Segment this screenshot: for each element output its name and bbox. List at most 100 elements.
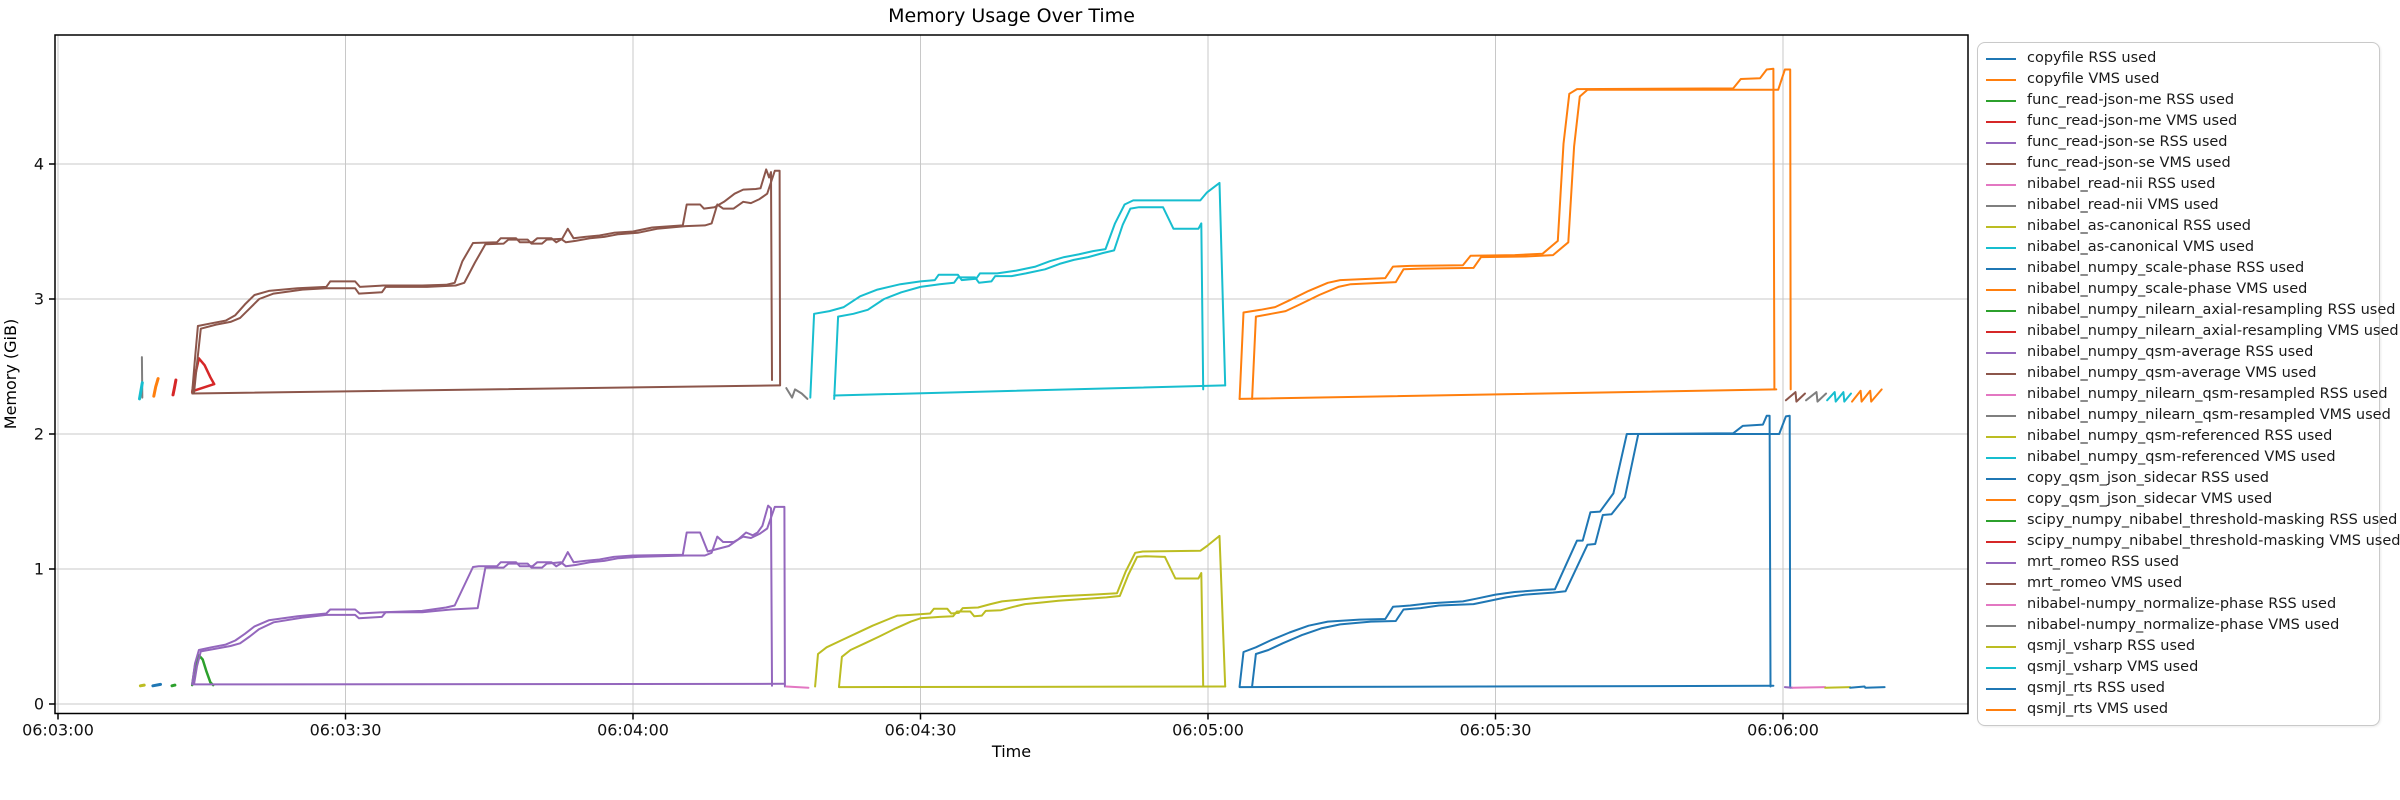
legend-label: qsmjl_rts RSS used	[2027, 680, 2165, 696]
legend-label: scipy_numpy_nibabel_threshold-masking RS…	[2027, 512, 2398, 528]
legend-label: nibabel_numpy_qsm-average RSS used	[2027, 344, 2314, 360]
legend-label: mrt_romeo RSS used	[2027, 554, 2180, 570]
x-tick-label: 06:03:30	[310, 721, 382, 740]
legend-item: nibabel_numpy_nilearn_qsm-resampled RSS …	[1986, 384, 2388, 405]
trace-pink-tail	[1791, 686, 1827, 689]
legend-label: qsmjl_vsharp RSS used	[2027, 638, 2196, 654]
legend-label: copy_qsm_json_sidecar VMS used	[2027, 491, 2273, 507]
trace-orange-vms-a	[1238, 67, 1776, 400]
trace-gray-mid-tail	[785, 387, 809, 400]
legend-line-sample	[1986, 183, 2016, 186]
trace-olive-tail	[1824, 686, 1852, 689]
legend-line-sample	[1986, 330, 2016, 333]
legend-line-sample	[1986, 141, 2016, 144]
legend-item: nibabel-numpy_normalize-phase VMS used	[1986, 615, 2371, 636]
y-tick-label: 3	[34, 290, 44, 309]
legend-line-sample	[1986, 267, 2016, 270]
legend-label: nibabel_as-canonical RSS used	[2027, 218, 2251, 234]
legend-item: mrt_romeo RSS used	[1986, 552, 2371, 573]
legend-label: nibabel_as-canonical VMS used	[2027, 239, 2255, 255]
legend-item: scipy_numpy_nibabel_threshold-masking VM…	[1986, 531, 2400, 552]
legend-line-sample	[1986, 162, 2016, 165]
x-tick-label: 06:05:30	[1460, 721, 1532, 740]
legend-label: nibabel-numpy_normalize-phase RSS used	[2027, 596, 2337, 612]
legend-label: nibabel_numpy_qsm-referenced RSS used	[2027, 428, 2333, 444]
trace-brown-tail	[1784, 391, 1806, 403]
legend-item: nibabel_numpy_nilearn_axial-resampling V…	[1986, 321, 2399, 342]
legend-item: nibabel-numpy_normalize-phase RSS used	[1986, 594, 2371, 615]
legend-item: nibabel_numpy_nilearn_qsm-resampled VMS …	[1986, 405, 2391, 426]
legend-label: copy_qsm_json_sidecar RSS used	[2027, 470, 2270, 486]
trace-brown-vms-a	[191, 168, 773, 394]
trace-blue-rss-baseline	[1238, 684, 1775, 689]
legend-line-sample	[1986, 372, 2016, 375]
legend-item: qsmjl_vsharp VMS used	[1986, 657, 2371, 678]
chart-title: Memory Usage Over Time	[888, 5, 1135, 27]
legend-box: copyfile RSS used copyfile VMS used func_r…	[1977, 42, 2400, 726]
legend-item: qsmjl_rts RSS used	[1986, 678, 2371, 699]
legend-line-sample	[1986, 603, 2016, 606]
legend-item: qsmjl_rts VMS used	[1986, 699, 2371, 720]
legend-item: nibabel_read-nii RSS used	[1986, 174, 2371, 195]
legend-label: nibabel_read-nii RSS used	[2027, 176, 2216, 192]
legend-label: nibabel_numpy_qsm-referenced VMS used	[2027, 449, 2336, 465]
trace-brown-vms-baseline	[191, 384, 781, 395]
trace-olive-rss-b	[838, 555, 1205, 688]
trace-olive-rss-baseline	[838, 685, 1227, 689]
legend-item: nibabel_numpy_qsm-referenced RSS used	[1986, 426, 2371, 447]
legend-item: nibabel_numpy_scale-phase RSS used	[1986, 258, 2371, 279]
legend-line-sample	[1986, 246, 2016, 249]
legend-line-sample	[1986, 708, 2016, 711]
legend-line-sample	[1986, 309, 2016, 312]
trace-cyan-tail	[1826, 391, 1852, 403]
trace-blue-rss-b	[1251, 414, 1792, 689]
legend-line-sample	[1986, 687, 2016, 690]
legend-item: nibabel_numpy_qsm-average VMS used	[1986, 363, 2371, 384]
trace-cyan-vms-baseline	[833, 384, 1227, 397]
legend-label: nibabel_numpy_scale-phase VMS used	[2027, 281, 2308, 297]
legend-item: scipy_numpy_nibabel_threshold-masking RS…	[1986, 510, 2397, 531]
legend-line-sample	[1986, 582, 2016, 585]
legend-line-sample	[1986, 288, 2016, 291]
legend-label: nibabel_numpy_qsm-average VMS used	[2027, 365, 2317, 381]
y-tick-label: 1	[34, 560, 44, 579]
x-axis-label: Time	[991, 742, 1032, 761]
legend-label: scipy_numpy_nibabel_threshold-masking VM…	[2027, 533, 2400, 549]
legend-label: copyfile VMS used	[2027, 71, 2160, 87]
legend-item: nibabel_numpy_scale-phase VMS used	[1986, 279, 2371, 300]
x-tick-label: 06:04:30	[885, 721, 957, 740]
legend-label: nibabel_numpy_nilearn_qsm-resampled VMS …	[2027, 407, 2391, 423]
legend-item: copy_qsm_json_sidecar VMS used	[1986, 489, 2371, 510]
y-tick-label: 0	[34, 695, 44, 714]
trace-olive-start-dot	[138, 683, 146, 688]
trace-purple-tail	[1783, 686, 1794, 689]
legend-line-sample	[1986, 498, 2016, 501]
legend-line-sample	[1986, 456, 2016, 459]
legend-line-sample	[1986, 645, 2016, 648]
legend-label: mrt_romeo VMS used	[2027, 575, 2183, 591]
legend-line-sample	[1986, 57, 2016, 60]
legend-line-sample	[1986, 78, 2016, 81]
trace-pink-mid-tail	[785, 685, 810, 689]
legend-line-sample	[1986, 477, 2016, 480]
legend-line-sample	[1986, 624, 2016, 627]
trace-purple-rss-b	[193, 505, 786, 688]
trace-red-start-tick	[171, 378, 178, 397]
legend-line-sample	[1986, 540, 2016, 543]
legend-line-sample	[1986, 351, 2016, 354]
legend-item: func_read-json-me VMS used	[1986, 111, 2371, 132]
legend-line-sample	[1986, 414, 2016, 417]
legend-label: func_read-json-se RSS used	[2027, 134, 2228, 150]
legend-label: nibabel_numpy_nilearn_qsm-resampled RSS …	[2027, 386, 2388, 402]
legend-line-sample	[1986, 204, 2016, 207]
legend-line-sample	[1986, 99, 2016, 102]
legend-line-sample	[1986, 120, 2016, 123]
legend-item: qsmjl_vsharp RSS used	[1986, 636, 2371, 657]
y-tick-label: 2	[34, 425, 44, 444]
trace-cyan-vms-a	[809, 181, 1227, 399]
legend-item: func_read-json-se RSS used	[1986, 132, 2371, 153]
legend-label: nibabel_numpy_nilearn_axial-resampling R…	[2027, 302, 2396, 318]
legend-line-sample	[1986, 519, 2016, 522]
x-tick-label: 06:05:00	[1172, 721, 1244, 740]
trace-blue-rss-a	[1238, 414, 1772, 688]
